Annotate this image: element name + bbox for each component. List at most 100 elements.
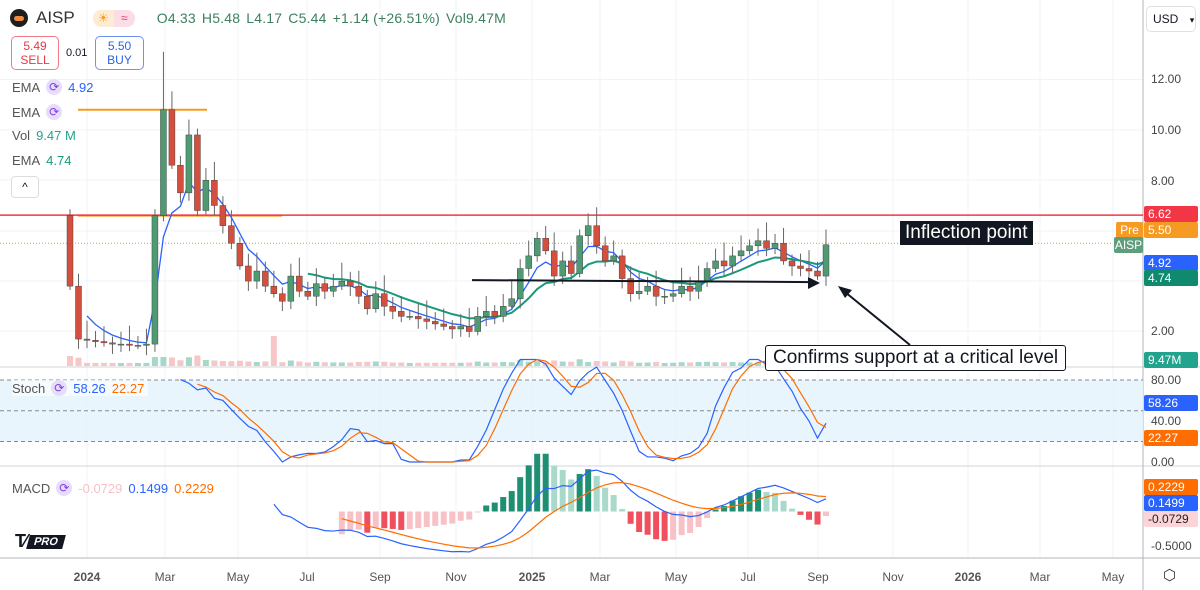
- candle-body: [151, 215, 159, 345]
- legend-stoch[interactable]: Stoch ⟳ 58.26 22.27: [12, 380, 149, 396]
- macd-histogram-bar: [381, 511, 388, 529]
- macd-histogram-bar: [483, 505, 490, 512]
- volume-bar: [746, 362, 753, 366]
- volume-bar: [457, 362, 464, 366]
- macd-histogram-bar: [398, 511, 405, 530]
- volume-bar: [610, 362, 617, 366]
- refresh-icon[interactable]: ⟳: [46, 79, 63, 95]
- macd-value: 0.1499: [128, 480, 169, 496]
- time-tick: Mar: [1029, 570, 1051, 584]
- volume-bar: [100, 362, 107, 366]
- volume-bar: [687, 362, 694, 366]
- settings-icon[interactable]: ⬡: [1163, 567, 1177, 584]
- volume-bar: [585, 362, 592, 366]
- volume-bar: [508, 362, 515, 366]
- symbol-name[interactable]: AISP: [36, 8, 75, 27]
- candle-body: [389, 306, 396, 312]
- candle-body: [780, 243, 787, 262]
- refresh-icon[interactable]: ⟳: [56, 480, 73, 496]
- candle-body: [117, 343, 125, 346]
- candle-body: [202, 180, 210, 211]
- candle-body: [296, 275, 303, 292]
- volume-bar: [372, 361, 379, 366]
- candle-body: [601, 245, 609, 262]
- volume-bar: [440, 362, 447, 366]
- volume-bar: [219, 361, 226, 366]
- wave-icon[interactable]: ≈: [113, 9, 135, 27]
- candle-body: [483, 311, 490, 317]
- time-tick: 2026: [954, 570, 982, 584]
- time-tick: Jul: [740, 570, 756, 584]
- premarket-price-tag: 5.50: [1144, 222, 1198, 238]
- sun-icon[interactable]: ☀: [92, 9, 114, 27]
- collapse-legend-button[interactable]: ^: [11, 176, 39, 198]
- time-tick: 2024: [73, 570, 101, 584]
- macd-histogram-bar: [619, 509, 626, 512]
- candle-body: [185, 134, 193, 194]
- legend-ema-fast[interactable]: EMA ⟳ 4.92: [12, 79, 93, 95]
- volume-bar: [177, 360, 184, 366]
- company-logo: [10, 9, 28, 27]
- volume-bar: [483, 362, 490, 366]
- buy-button[interactable]: 5.50 BUY: [95, 36, 144, 70]
- volume-bar: [559, 361, 566, 366]
- legend-label: Vol: [12, 128, 31, 143]
- session-chips[interactable]: ☀ ≈: [92, 9, 135, 27]
- volume-bar: [636, 362, 643, 366]
- volume-tag: 9.47M: [1144, 352, 1198, 368]
- candle-body: [814, 270, 821, 277]
- currency-select[interactable]: USD ▾: [1146, 6, 1196, 32]
- macd-histogram-bar: [568, 479, 575, 512]
- volume-bar: [602, 361, 609, 366]
- candle-body: [669, 293, 677, 297]
- macd-histogram-bar: [585, 469, 592, 512]
- candle-body: [627, 278, 634, 294]
- candle-body: [313, 283, 320, 297]
- volume-bar: [738, 362, 745, 366]
- volume-bar: [304, 362, 311, 366]
- macd-histogram-bar: [763, 491, 770, 512]
- refresh-icon[interactable]: ⟳: [46, 104, 63, 120]
- volume-bar: [398, 362, 405, 366]
- legend-macd[interactable]: MACD ⟳ -0.0729 0.1499 0.2229: [12, 480, 214, 496]
- macd-histogram-bar: [695, 511, 702, 527]
- volume-value: Vol9.47M: [445, 10, 506, 26]
- volume-bar: [466, 362, 473, 366]
- volume-bar: [321, 362, 328, 366]
- sell-button[interactable]: 5.49 SELL: [11, 36, 59, 70]
- volume-bar: [228, 361, 235, 366]
- candle-body: [584, 225, 592, 236]
- macd-line: [273, 469, 827, 553]
- volume-bar: [202, 360, 209, 366]
- legend-volume[interactable]: Vol 9.47 M: [12, 128, 76, 143]
- refresh-icon[interactable]: ⟳: [51, 380, 68, 396]
- macd-histogram-bar: [355, 511, 362, 530]
- candle-body: [83, 338, 91, 341]
- support-note[interactable]: Confirms support at a critical level: [765, 345, 1067, 371]
- macd-histogram-bar: [687, 511, 694, 533]
- ema-slow-line: [307, 256, 827, 320]
- macd-histogram-bar: [525, 465, 532, 512]
- macd-histogram-bar: [338, 511, 345, 535]
- macd-histogram-bar: [449, 511, 456, 524]
- time-tick: May: [226, 570, 250, 584]
- macd-signal-tag: 0.2229: [1144, 479, 1198, 495]
- macd-histogram-bar: [780, 500, 787, 512]
- volume-bar: [593, 361, 600, 366]
- tradingview-logo[interactable]: T⁄ PRO: [15, 531, 66, 552]
- macd-histogram-bar: [678, 511, 685, 536]
- legend-ema-slow[interactable]: EMA 4.74: [12, 153, 71, 168]
- volume-bar: [126, 362, 133, 366]
- inflection-point-note[interactable]: Inflection point: [900, 221, 1033, 245]
- macd-histogram-bar: [661, 511, 668, 541]
- candle-body: [686, 285, 694, 292]
- volume-bar: [287, 360, 294, 366]
- candle-body: [143, 343, 150, 346]
- macd-histogram-bar: [772, 492, 779, 512]
- macd-histogram-bar: [372, 511, 379, 528]
- macd-histogram-bar: [814, 511, 821, 525]
- ohlc-values: O4.33 H5.48 L4.17 C5.44 +1.14 (+26.51%) Vol9.…: [157, 10, 512, 26]
- volume-bar: [670, 362, 677, 366]
- legend-ema-levels[interactable]: EMA ⟳: [12, 104, 63, 120]
